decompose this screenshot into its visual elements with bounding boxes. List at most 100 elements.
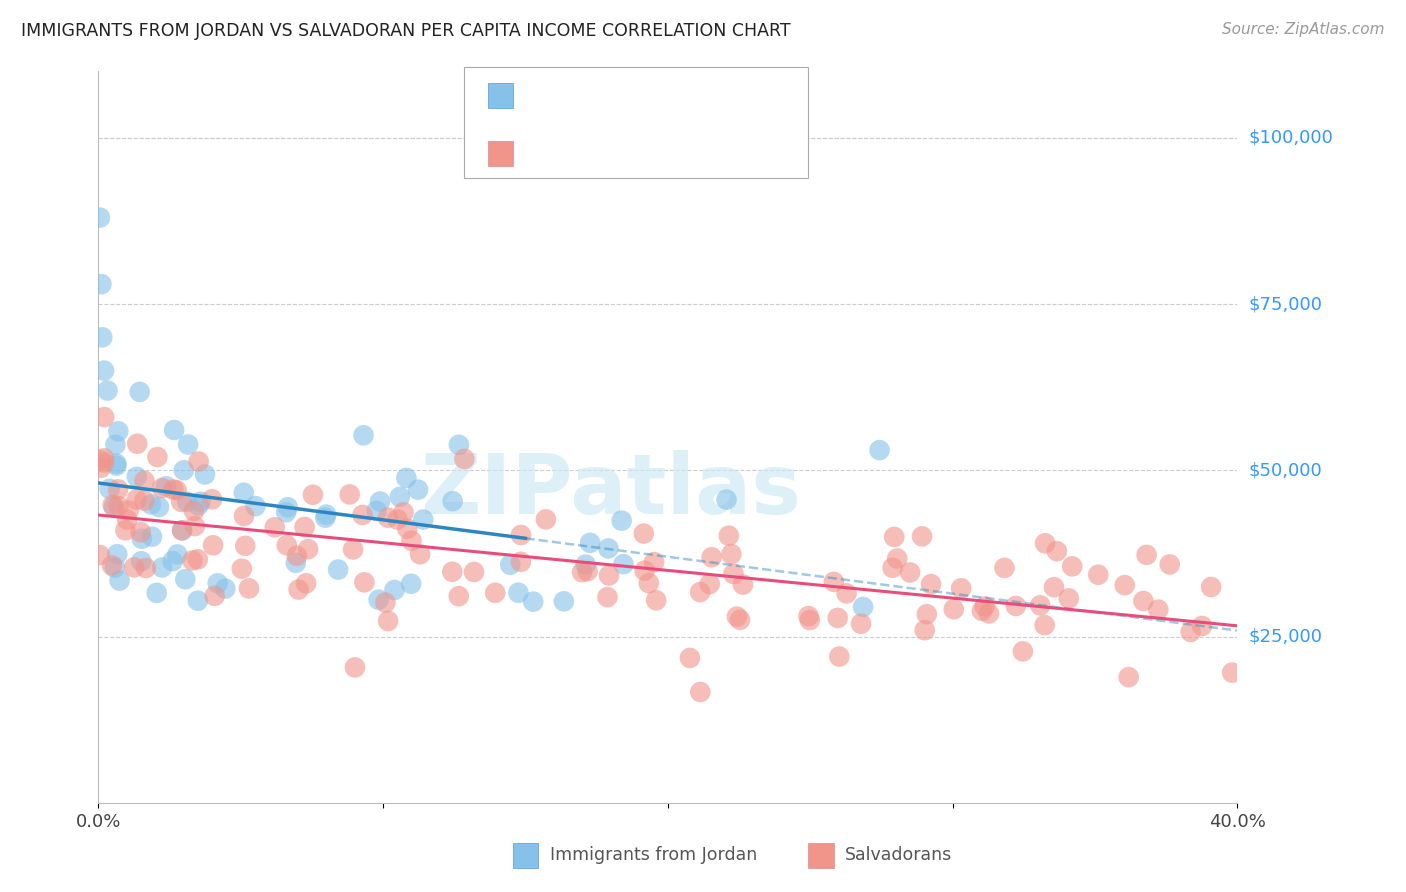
Point	[207, 576, 229, 591]
Point	[172, 524, 194, 538]
Point	[105, 457, 128, 471]
Point	[202, 538, 225, 552]
Point	[285, 549, 308, 563]
Point	[367, 592, 389, 607]
Point	[101, 558, 124, 573]
Point	[339, 487, 361, 501]
Point	[204, 589, 226, 603]
Point	[176, 495, 198, 509]
Point	[1046, 544, 1069, 558]
Point	[883, 530, 905, 544]
Point	[852, 599, 875, 614]
Point	[163, 423, 186, 437]
Point	[302, 488, 325, 502]
Point	[108, 574, 131, 588]
Point	[90, 277, 112, 292]
Point	[1087, 567, 1109, 582]
Text: -0.255: -0.255	[564, 87, 626, 104]
Point	[374, 596, 396, 610]
Point	[177, 437, 200, 451]
Point	[104, 438, 127, 452]
Point	[993, 561, 1015, 575]
Point	[90, 460, 112, 475]
Point	[598, 541, 620, 556]
Point	[162, 483, 184, 497]
Point	[93, 455, 115, 469]
Point	[499, 558, 522, 572]
Point	[134, 474, 156, 488]
Point	[882, 561, 904, 575]
Point	[181, 553, 204, 567]
Point	[1199, 580, 1222, 594]
Point	[849, 616, 872, 631]
Point	[384, 582, 406, 597]
Point	[353, 575, 375, 590]
Point	[575, 558, 598, 572]
Point	[155, 479, 177, 493]
Point	[645, 593, 668, 607]
Point	[571, 565, 593, 579]
Point	[187, 552, 209, 566]
Point	[534, 512, 557, 526]
Point	[399, 576, 422, 591]
Point	[387, 512, 409, 526]
Point	[117, 503, 139, 517]
Text: Source: ZipAtlas.com: Source: ZipAtlas.com	[1222, 22, 1385, 37]
Point	[1062, 559, 1084, 574]
Point	[679, 651, 702, 665]
Point	[447, 438, 470, 452]
Point	[441, 565, 464, 579]
Point	[214, 582, 236, 596]
Point	[911, 529, 934, 543]
Text: Immigrants from Jordan: Immigrants from Jordan	[550, 846, 756, 863]
Point	[409, 547, 432, 561]
Point	[920, 577, 942, 591]
Point	[835, 586, 858, 600]
Point	[977, 607, 1000, 621]
Text: -0.404: -0.404	[564, 145, 626, 162]
Point	[166, 548, 188, 562]
Point	[294, 520, 316, 534]
Point	[700, 550, 723, 565]
Point	[1011, 644, 1033, 658]
Point	[125, 492, 148, 507]
Point	[1114, 578, 1136, 592]
Point	[973, 599, 995, 614]
Point	[484, 586, 506, 600]
Point	[353, 428, 375, 442]
Text: $25,000: $25,000	[1249, 628, 1323, 646]
Point	[377, 510, 399, 524]
Point	[610, 514, 633, 528]
Point	[105, 458, 128, 473]
Point	[522, 595, 544, 609]
Text: ZIPatlas: ZIPatlas	[420, 450, 801, 531]
Point	[104, 560, 127, 574]
Point	[510, 528, 533, 542]
Point	[150, 481, 173, 495]
Point	[201, 492, 224, 507]
Point	[406, 483, 429, 497]
Point	[89, 548, 111, 562]
Point	[134, 493, 156, 508]
Point	[441, 494, 464, 508]
Point	[128, 384, 150, 399]
Point	[509, 555, 531, 569]
Point	[287, 582, 309, 597]
Point	[114, 524, 136, 538]
Point	[1005, 599, 1028, 613]
Point	[1057, 591, 1080, 606]
Point	[1029, 599, 1052, 613]
Point	[187, 454, 209, 468]
Point	[731, 577, 754, 591]
Point	[173, 463, 195, 477]
Point	[720, 547, 742, 561]
Point	[1118, 670, 1140, 684]
Point	[93, 410, 115, 425]
Point	[395, 471, 418, 485]
Point	[105, 547, 128, 561]
Point	[295, 576, 318, 591]
Point	[915, 607, 938, 622]
Point	[612, 558, 634, 572]
Point	[828, 649, 851, 664]
Point	[1180, 624, 1202, 639]
